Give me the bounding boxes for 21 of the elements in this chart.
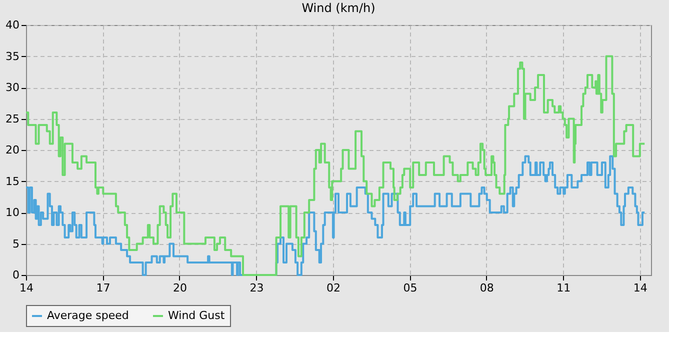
x-tick-label: 11 <box>556 282 571 294</box>
y-tick-label: 10 <box>6 206 20 219</box>
x-tick-label: 05 <box>403 282 418 294</box>
legend-label: Average speed <box>47 309 129 322</box>
y-tick-label: 15 <box>6 174 20 188</box>
y-tick-label: 25 <box>6 112 20 126</box>
y-tick-label: 0 <box>12 268 20 282</box>
legend-label: Wind Gust <box>168 309 226 322</box>
x-tick-label: 02 <box>326 282 340 294</box>
y-tick-label: 5 <box>12 237 20 250</box>
x-tick-label: 20 <box>172 282 187 294</box>
y-tick-label: 30 <box>6 81 20 94</box>
x-tick-label: 14 <box>633 282 648 294</box>
y-tick-label: 35 <box>6 50 20 63</box>
x-tick-label: 14 <box>20 282 34 294</box>
x-tick-label: 08 <box>480 282 494 294</box>
chart-title: Wind (km/h) <box>302 1 376 15</box>
x-tick-label: 23 <box>250 282 264 294</box>
y-tick-label: 20 <box>6 144 20 156</box>
y-tick-label: 40 <box>6 18 20 32</box>
x-tick-label: 17 <box>96 282 110 294</box>
